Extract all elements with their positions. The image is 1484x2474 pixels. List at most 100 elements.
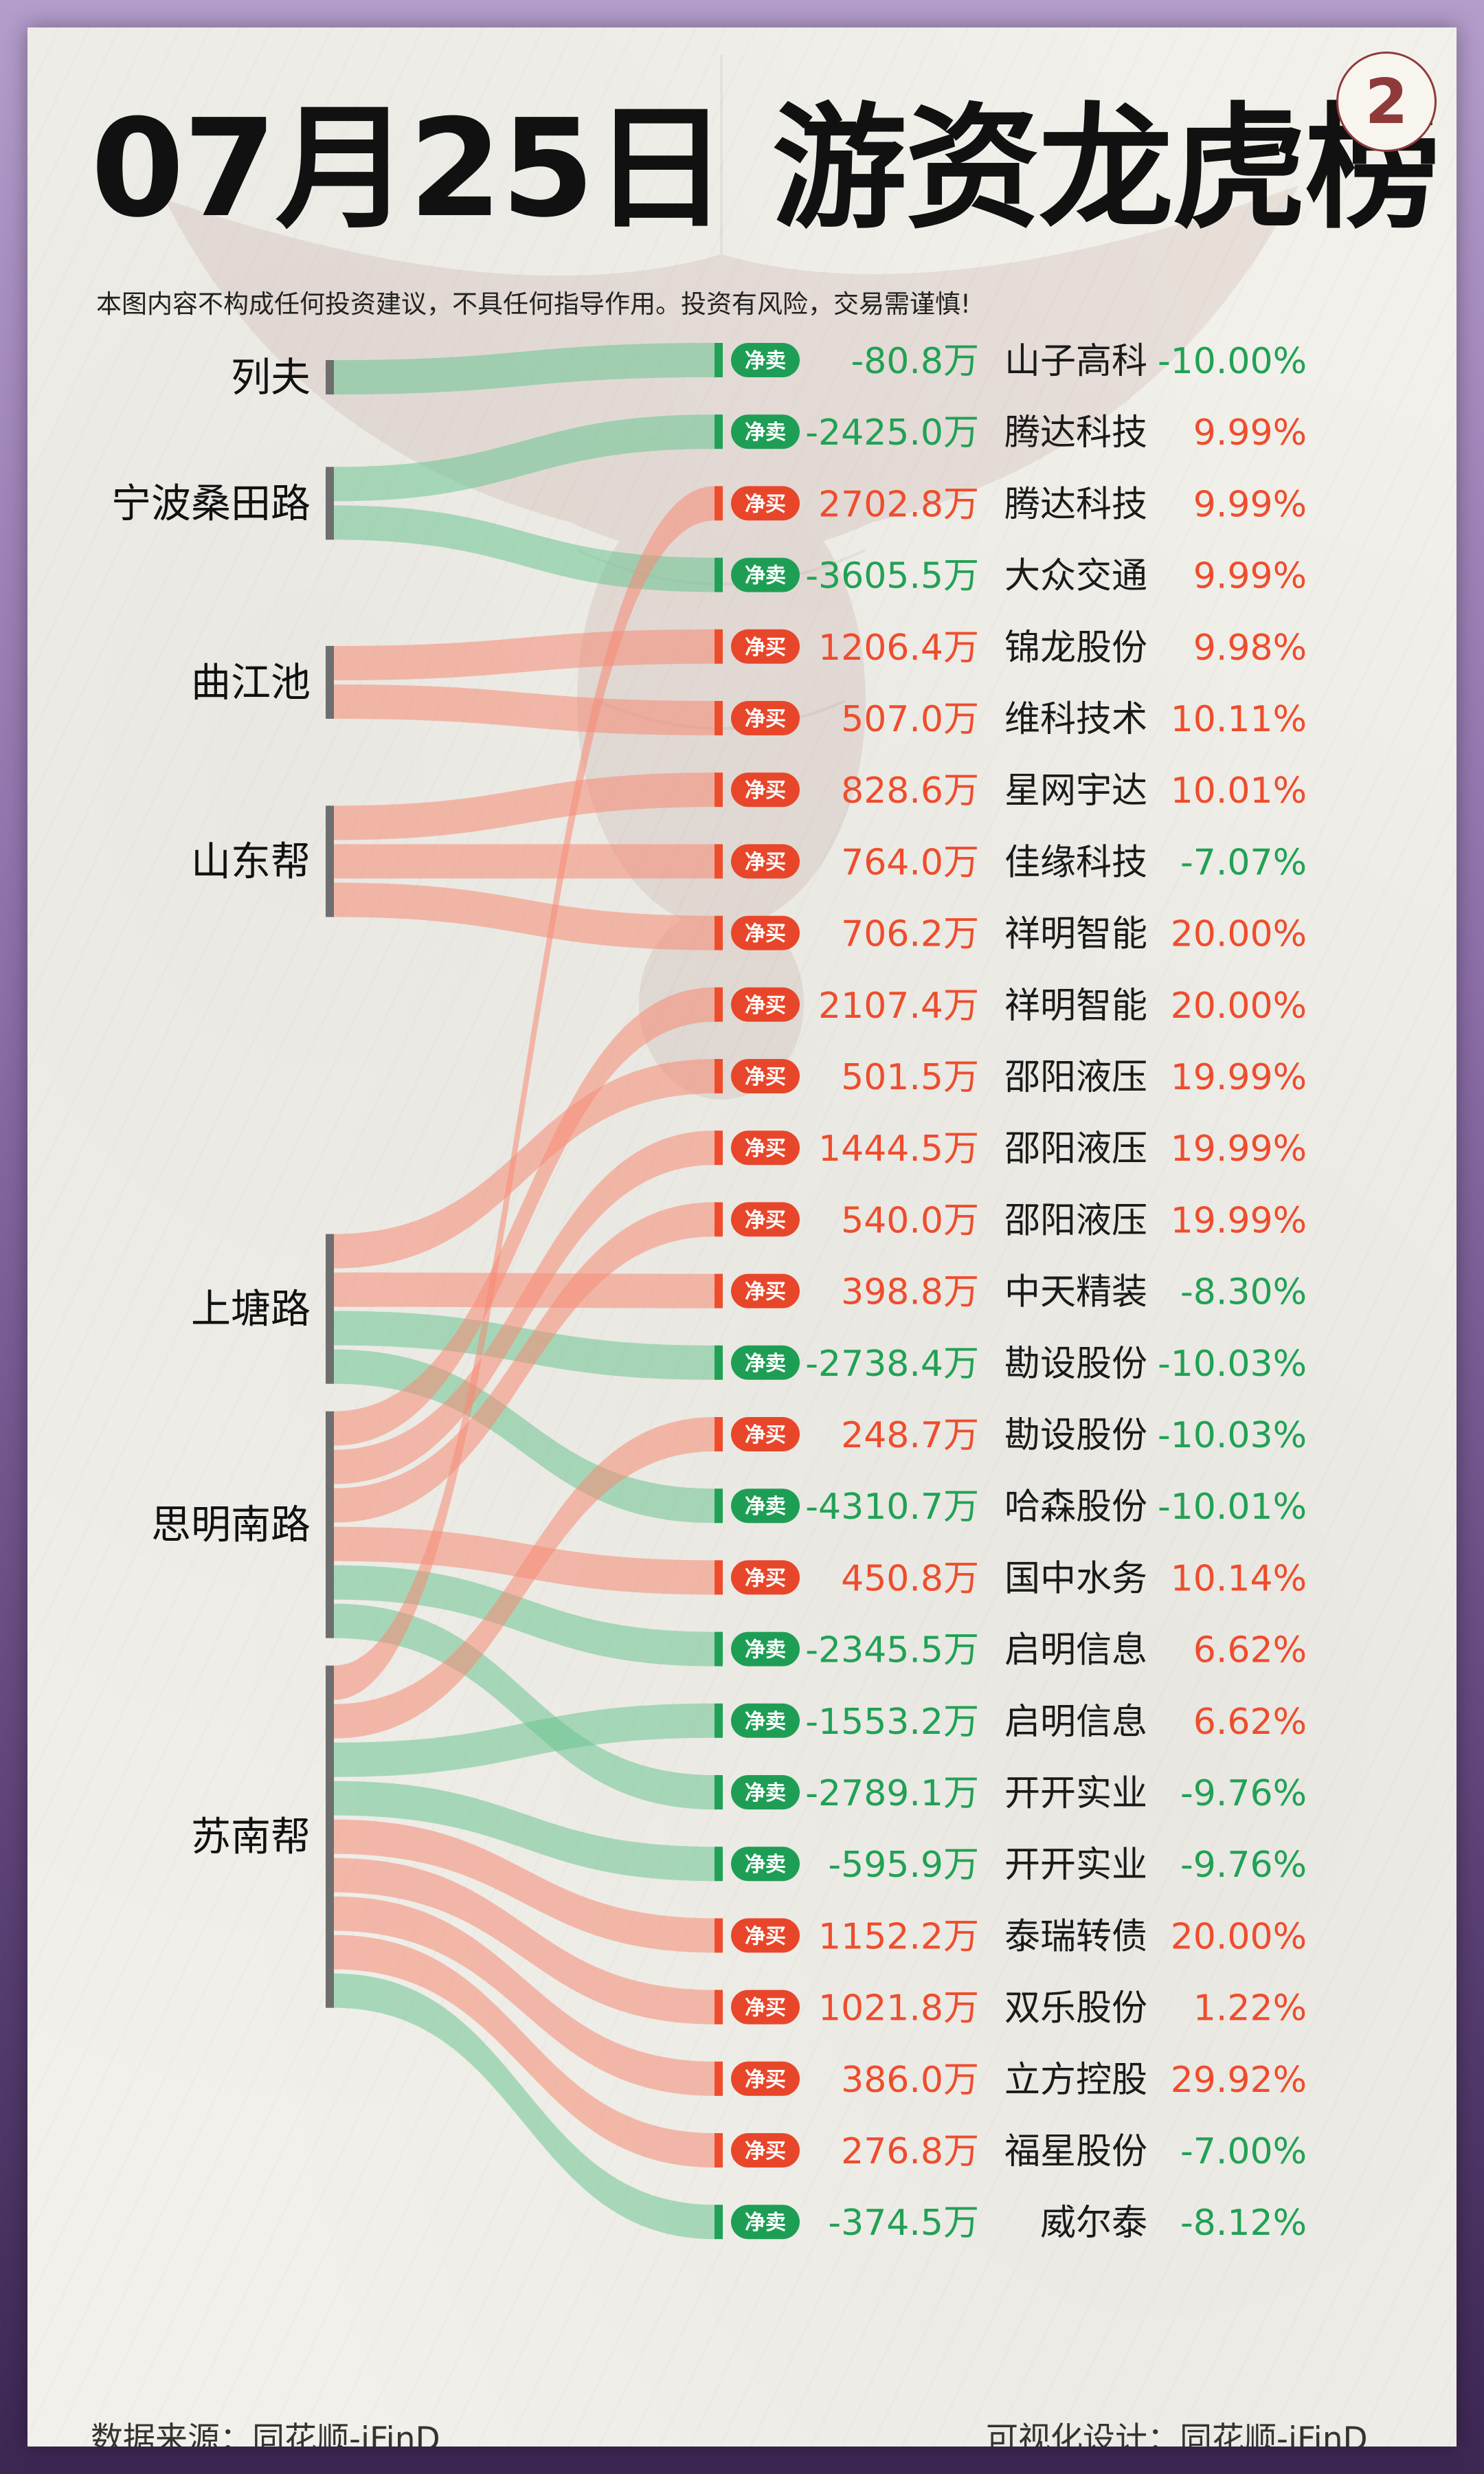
change-percent: 10.14% — [1171, 1558, 1307, 1599]
target-rows: 净卖 -80.8万 山子高科 -10.00%净卖 -2425.0万 腾达科技 9.99%净买… — [715, 341, 1307, 2244]
badge-label: 净卖 — [745, 1352, 786, 1376]
target-node-bar — [715, 1631, 723, 1667]
badge-label: 净买 — [745, 994, 786, 1018]
stock-name: 邵阳液压 — [1004, 1200, 1147, 1241]
badge-label: 净卖 — [745, 1638, 786, 1662]
change-percent: -10.03% — [1158, 1415, 1307, 1456]
target-node-bar — [715, 2133, 723, 2167]
stock-name: 威尔泰 — [1040, 2203, 1147, 2244]
flow-band — [334, 1202, 715, 1523]
target-row: 净买 386.0万 立方控股 29.92% — [715, 2060, 1307, 2101]
change-percent: -9.76% — [1180, 1773, 1307, 1814]
target-row: 净卖 -374.5万 威尔泰 -8.12% — [715, 2203, 1307, 2244]
amount-label: -2789.1万 — [805, 1773, 979, 1814]
net-buy-badge — [731, 844, 800, 879]
change-percent: -7.07% — [1180, 842, 1307, 883]
badge-label: 净买 — [745, 850, 786, 874]
source-node-bar — [326, 1234, 334, 1384]
net-sell-badge — [731, 1775, 800, 1809]
target-row: 净卖 -80.8万 山子高科 -10.00% — [715, 341, 1307, 382]
badge-label: 净卖 — [745, 1853, 786, 1877]
stock-name: 祥明智能 — [1004, 985, 1147, 1027]
badge-label: 净卖 — [745, 1710, 786, 1734]
flow-band — [334, 1130, 715, 1484]
target-row: 净卖 -2789.1万 开开实业 -9.76% — [715, 1773, 1307, 1814]
amount-label: -3605.5万 — [805, 556, 979, 597]
amount-label: 828.6万 — [841, 770, 979, 812]
net-buy-badge — [731, 1990, 800, 2025]
flow-band — [334, 629, 715, 680]
target-node-bar — [715, 772, 723, 807]
stock-name: 邵阳液压 — [1004, 1057, 1147, 1098]
badge-label: 净卖 — [745, 421, 786, 445]
source-label: 上塘路 — [191, 1286, 311, 1333]
flow-band — [334, 1896, 715, 2096]
target-row: 净买 1206.4万 锦龙股份 9.98% — [715, 627, 1307, 669]
change-percent: -8.30% — [1180, 1272, 1307, 1313]
target-node-bar — [715, 1703, 723, 1738]
badge-label: 净买 — [745, 636, 786, 660]
badge-label: 净买 — [745, 1996, 786, 2020]
target-node-bar — [715, 1417, 723, 1451]
net-buy-badge — [731, 1918, 800, 1953]
net-buy-badge — [731, 1273, 800, 1308]
target-node-bar — [715, 1202, 723, 1237]
net-sell-badge — [731, 1703, 800, 1738]
target-node-bar — [715, 1775, 723, 1809]
amount-label: -2345.5万 — [805, 1630, 979, 1671]
amount-label: 1152.2万 — [818, 1916, 979, 1957]
amount-label: 2702.8万 — [818, 484, 979, 525]
amount-label: -1553.2万 — [805, 1702, 979, 1743]
source-node-bar — [326, 805, 334, 917]
stock-name: 勘设股份 — [1004, 1415, 1147, 1456]
net-sell-badge — [731, 1489, 800, 1524]
stock-name: 大众交通 — [1004, 556, 1147, 597]
net-buy-badge — [731, 2133, 800, 2167]
amount-label: 1444.5万 — [818, 1128, 979, 1170]
target-node-bar — [715, 1990, 723, 2025]
target-row: 净卖 -3605.5万 大众交通 9.99% — [715, 556, 1307, 597]
badge-label: 净卖 — [745, 1781, 786, 1805]
badge-label: 净买 — [745, 1137, 786, 1161]
net-buy-badge — [731, 2061, 800, 2096]
stock-name: 哈森股份 — [1004, 1486, 1147, 1528]
change-percent: -7.00% — [1180, 2131, 1307, 2172]
target-row: 净买 398.8万 中天精装 -8.30% — [715, 1272, 1307, 1313]
flow-band — [334, 414, 715, 502]
flow-band — [334, 772, 715, 840]
stock-name: 开开实业 — [1004, 1845, 1147, 1886]
target-row: 净卖 -1553.2万 启明信息 6.62% — [715, 1702, 1307, 1743]
change-percent: 20.00% — [1171, 1916, 1307, 1957]
change-percent: 9.99% — [1193, 412, 1307, 454]
net-buy-badge — [731, 1202, 800, 1237]
target-row: 净卖 -595.9万 开开实业 -9.76% — [715, 1845, 1307, 1886]
stock-name: 双乐股份 — [1004, 1988, 1147, 2029]
target-row: 净买 248.7万 勘设股份 -10.03% — [715, 1415, 1307, 1456]
target-row: 净买 828.6万 星网宇达 10.01% — [715, 770, 1307, 812]
flow-band — [334, 1935, 715, 2167]
flow-band — [334, 1565, 715, 1667]
flow-bands — [334, 343, 715, 2240]
net-sell-badge — [731, 2205, 800, 2240]
amount-label: 386.0万 — [841, 2060, 979, 2101]
source-label: 思明南路 — [151, 1502, 311, 1548]
stock-name: 腾达科技 — [1004, 484, 1147, 525]
net-sell-badge — [731, 557, 800, 592]
net-buy-badge — [731, 629, 800, 664]
target-node-bar — [715, 2205, 723, 2240]
amount-label: -2738.4万 — [805, 1344, 979, 1385]
target-node-bar — [715, 557, 723, 592]
target-node-bar — [715, 1273, 723, 1308]
stock-name: 泰瑞转债 — [1004, 1916, 1147, 1957]
stock-name: 维科技术 — [1004, 699, 1147, 740]
net-buy-badge — [731, 486, 800, 521]
net-sell-badge — [731, 1847, 800, 1882]
source-node-bar — [326, 645, 334, 719]
flow-band — [334, 1973, 715, 2240]
stock-name: 邵阳液压 — [1004, 1128, 1147, 1170]
source-node-bar — [326, 1411, 334, 1638]
poster-sheet: 07月25日 游资龙虎榜 2 本图内容不构成任何投资建议，不具任何指导作用。投资… — [27, 27, 1457, 2447]
target-node-bar — [715, 1059, 723, 1093]
change-percent: 9.99% — [1193, 484, 1307, 525]
